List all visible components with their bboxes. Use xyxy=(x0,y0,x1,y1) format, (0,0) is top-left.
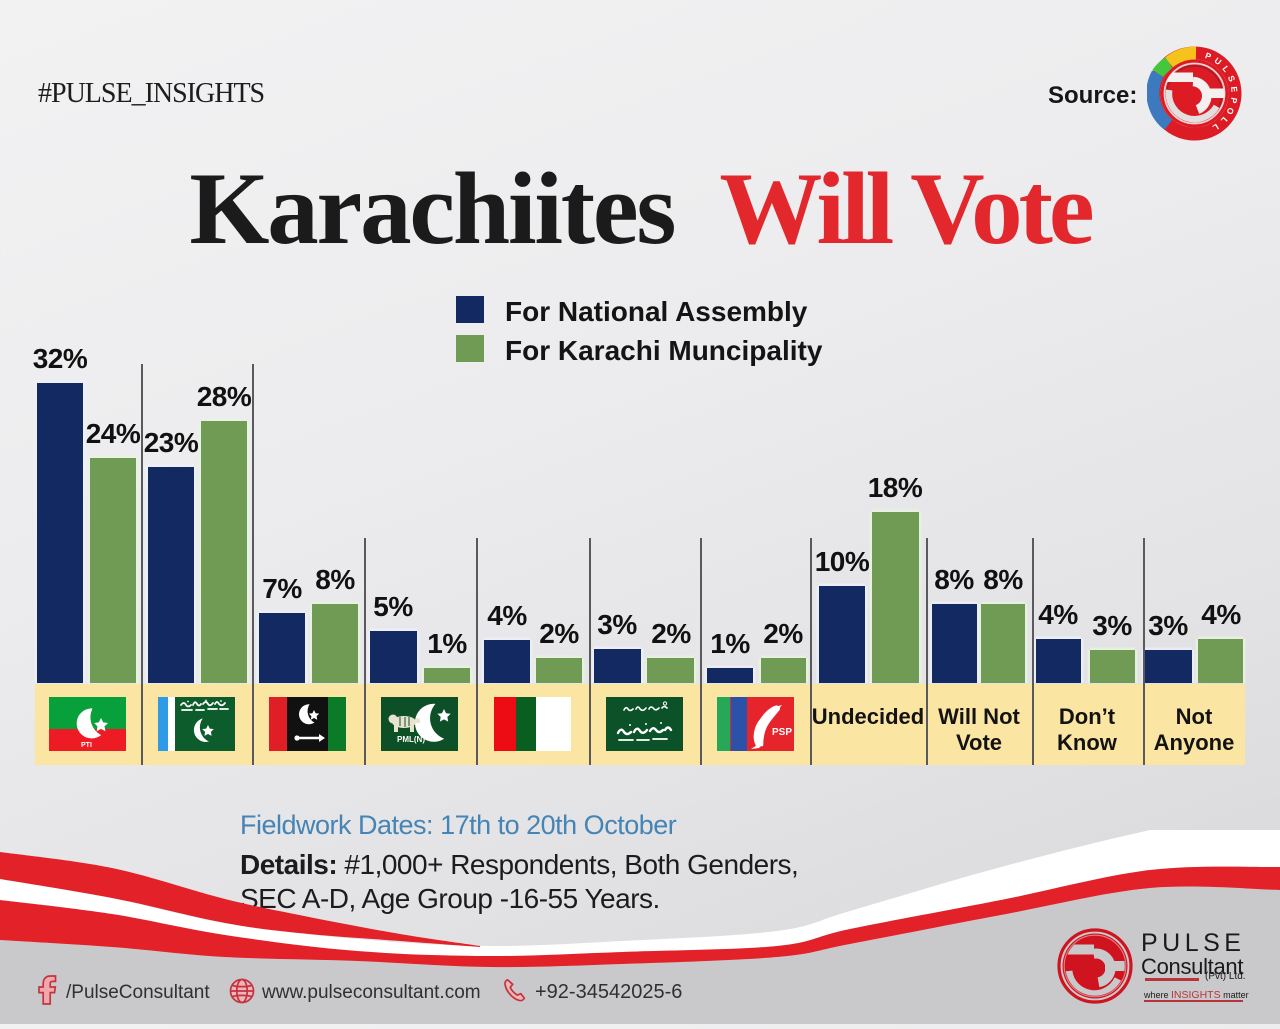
svg-text:E: E xyxy=(1229,86,1240,93)
svg-text:O: O xyxy=(1224,106,1236,117)
svg-text:L: L xyxy=(1219,115,1230,126)
svg-text:PSP: PSP xyxy=(772,727,792,738)
svg-text:P: P xyxy=(1228,97,1239,105)
svg-text:L: L xyxy=(1211,122,1221,133)
svg-text:PML(N): PML(N) xyxy=(397,735,425,744)
svg-text:S: S xyxy=(1226,74,1238,83)
svg-text:PTI: PTI xyxy=(81,742,92,749)
svg-text:U: U xyxy=(1213,55,1224,67)
svg-text:P: P xyxy=(1204,50,1213,61)
svg-text:L: L xyxy=(1220,64,1231,74)
